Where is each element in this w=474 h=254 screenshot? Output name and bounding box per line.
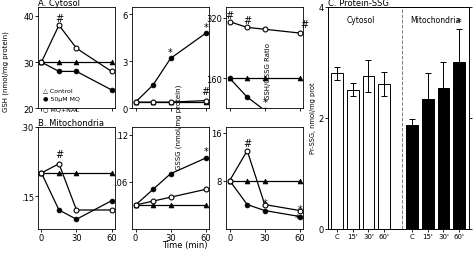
Text: #: # [55, 14, 63, 24]
Text: *: * [457, 18, 462, 27]
Bar [331, 74, 343, 229]
Text: GSH/GSSG Ratio: GSH/GSSG Ratio [265, 43, 272, 100]
Text: #: # [300, 20, 308, 30]
Text: ○ MQ+NAC: ○ MQ+NAC [43, 106, 79, 111]
Text: *: * [262, 198, 267, 208]
Text: △ Control: △ Control [43, 88, 72, 93]
Text: *: * [262, 98, 267, 108]
Text: *: * [297, 204, 302, 214]
Bar [406, 125, 418, 229]
Text: *: * [203, 23, 208, 33]
Text: *: * [203, 147, 208, 157]
Text: ● 50μM MQ: ● 50μM MQ [43, 97, 80, 102]
Bar [422, 100, 434, 229]
Text: *: * [295, 213, 300, 223]
Text: A. Cytosol: A. Cytosol [38, 0, 80, 8]
Bar [378, 85, 390, 229]
Text: GSH (nmol/mg protein): GSH (nmol/mg protein) [2, 31, 9, 112]
Text: B. Mitochondria: B. Mitochondria [38, 118, 104, 127]
Bar [347, 90, 359, 229]
Text: C. Protein-SSG: C. Protein-SSG [328, 0, 389, 8]
Text: #: # [243, 16, 251, 26]
Text: #: # [55, 150, 63, 160]
Bar [363, 77, 374, 229]
Bar [438, 89, 449, 229]
Y-axis label: Pr-SSG, nmol/mg prot: Pr-SSG, nmol/mg prot [310, 83, 316, 154]
Text: *: * [0, 253, 1, 254]
Text: Cytosol: Cytosol [346, 16, 375, 25]
Text: #: # [226, 11, 234, 21]
Text: Time (min): Time (min) [162, 240, 208, 249]
Text: Mitochondria: Mitochondria [410, 16, 461, 25]
Text: #: # [243, 138, 251, 148]
Text: #: # [201, 87, 210, 97]
Text: GSSG (nmol/mg protein): GSSG (nmol/mg protein) [175, 85, 182, 169]
Bar [453, 63, 465, 229]
Text: *: * [168, 47, 173, 57]
